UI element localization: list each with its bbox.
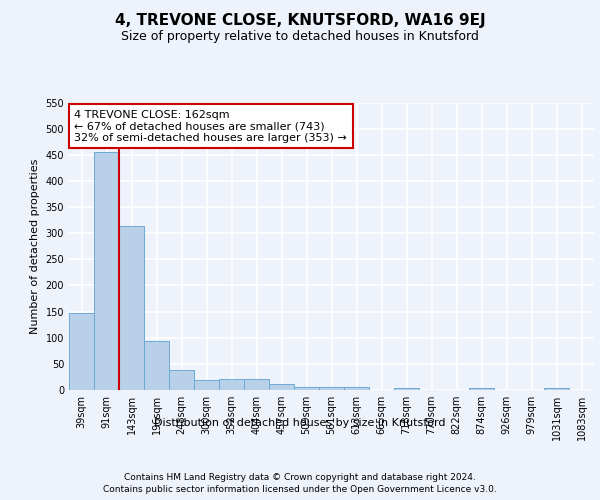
Text: 4 TREVONE CLOSE: 162sqm
← 67% of detached houses are smaller (743)
32% of semi-d: 4 TREVONE CLOSE: 162sqm ← 67% of detache…: [74, 110, 347, 143]
Bar: [244, 379, 269, 390]
Text: Distribution of detached houses by size in Knutsford: Distribution of detached houses by size …: [154, 418, 446, 428]
Bar: [344, 388, 369, 390]
Text: Size of property relative to detached houses in Knutsford: Size of property relative to detached ho…: [121, 30, 479, 43]
Bar: [469, 388, 494, 390]
Bar: [169, 370, 194, 390]
Bar: [194, 380, 219, 390]
Bar: [544, 388, 569, 390]
Bar: [269, 384, 294, 390]
Text: 4, TREVONE CLOSE, KNUTSFORD, WA16 9EJ: 4, TREVONE CLOSE, KNUTSFORD, WA16 9EJ: [115, 12, 485, 28]
Bar: [319, 388, 344, 390]
Bar: [94, 152, 119, 390]
Bar: [144, 342, 169, 390]
Bar: [219, 379, 244, 390]
Bar: [294, 387, 319, 390]
Bar: [69, 312, 94, 390]
Y-axis label: Number of detached properties: Number of detached properties: [30, 158, 40, 334]
Bar: [119, 226, 144, 390]
Bar: [394, 388, 419, 390]
Text: Contains public sector information licensed under the Open Government Licence v3: Contains public sector information licen…: [103, 485, 497, 494]
Text: Contains HM Land Registry data © Crown copyright and database right 2024.: Contains HM Land Registry data © Crown c…: [124, 472, 476, 482]
